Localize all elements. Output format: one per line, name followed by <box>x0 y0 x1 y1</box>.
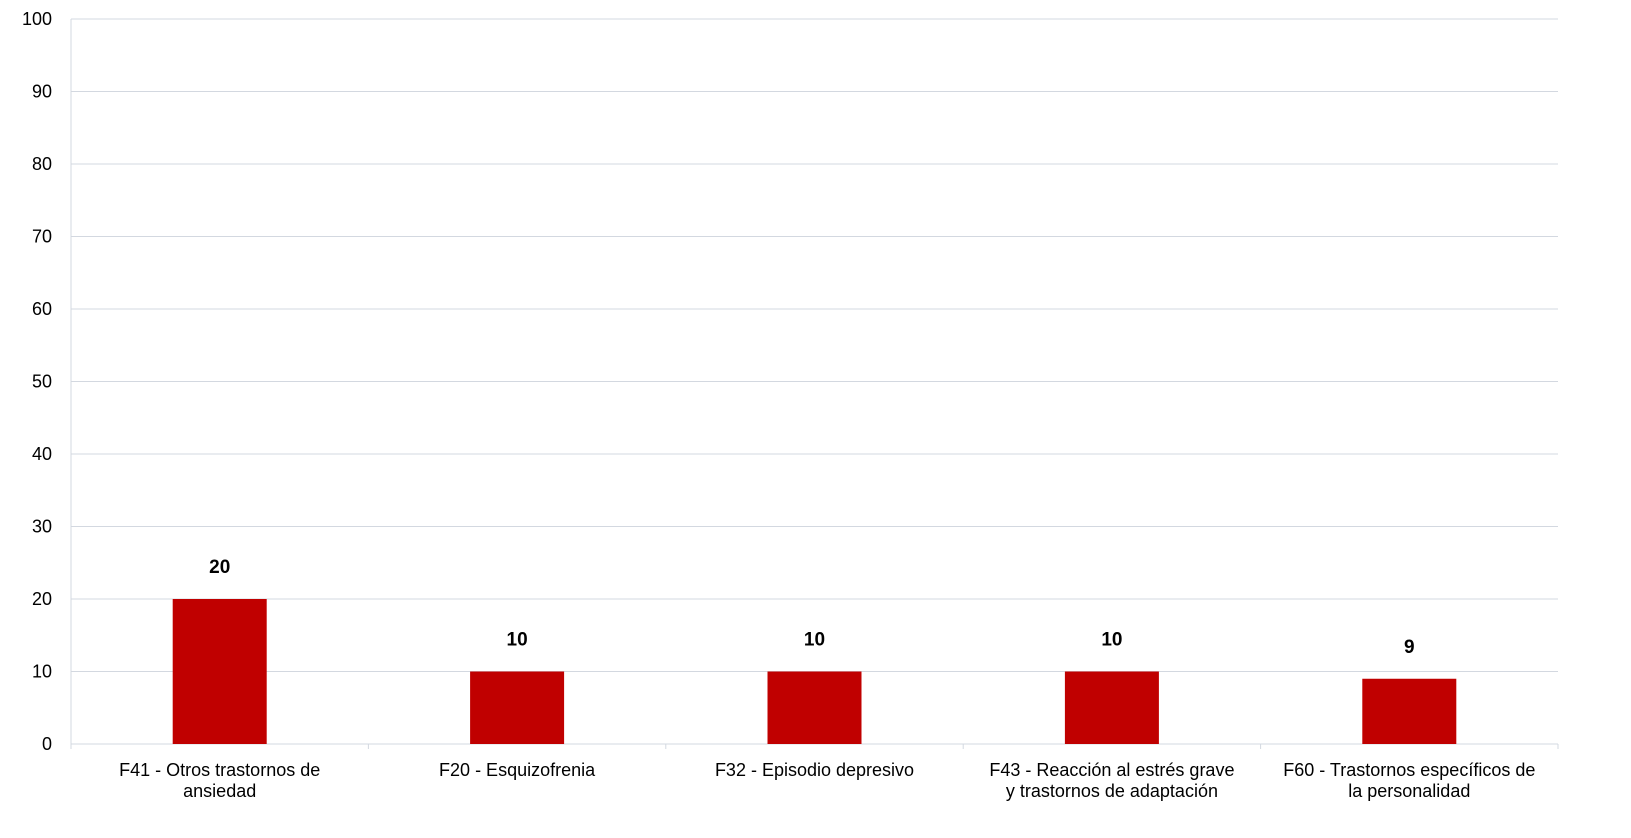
x-axis-category-labels: F41 - Otros trastornos de ansiedad F20 - E… <box>119 760 1535 801</box>
y-tick-label-80: 80 <box>32 154 52 174</box>
bar-2 <box>767 671 862 744</box>
data-label-4: 9 <box>1404 637 1415 658</box>
y-axis-tick-labels: 0 10 20 30 40 50 60 70 80 90 100 <box>22 9 52 754</box>
data-label-2: 10 <box>804 630 825 651</box>
x-category-label-1: F20 - Esquizofrenia <box>439 760 596 780</box>
bar-1 <box>470 671 565 744</box>
x-category-label-line: F43 - Reacción al estrés grave <box>989 760 1234 780</box>
y-tick-label-50: 50 <box>32 372 52 392</box>
y-tick-label-10: 10 <box>32 662 52 682</box>
x-category-label-line: F32 - Episodio depresivo <box>715 760 914 780</box>
y-tick-label-20: 20 <box>32 589 52 609</box>
y-tick-label-40: 40 <box>32 444 52 464</box>
x-category-label-line: F60 - Trastornos específicos de <box>1283 760 1535 780</box>
y-tick-label-90: 90 <box>32 82 52 102</box>
x-category-label-3: F43 - Reacción al estrés grave y trastorn… <box>989 760 1234 801</box>
bar-3 <box>1064 671 1159 744</box>
x-category-label-line: F20 - Esquizofrenia <box>439 760 596 780</box>
y-tick-label-0: 0 <box>42 734 52 754</box>
x-category-label-line: F41 - Otros trastornos de <box>119 760 320 780</box>
y-tick-label-100: 100 <box>22 9 52 29</box>
bar-0 <box>172 599 267 744</box>
x-category-label-line: ansiedad <box>183 781 256 801</box>
y-tick-label-30: 30 <box>32 517 52 537</box>
y-tick-label-60: 60 <box>32 299 52 319</box>
data-labels: 20 10 10 10 9 <box>209 557 1414 658</box>
x-category-label-line: y trastornos de adaptación <box>1006 781 1218 801</box>
data-label-1: 10 <box>507 630 528 651</box>
x-category-label-0: F41 - Otros trastornos de ansiedad <box>119 760 320 801</box>
x-category-label-4: F60 - Trastornos específicos de la person… <box>1283 760 1535 801</box>
x-category-label-2: F32 - Episodio depresivo <box>715 760 914 780</box>
gridlines <box>71 18 1558 672</box>
y-tick-label-70: 70 <box>32 227 52 247</box>
x-category-label-line: la personalidad <box>1348 781 1470 801</box>
data-label-0: 20 <box>209 557 230 578</box>
bars <box>172 599 1457 744</box>
data-label-3: 10 <box>1101 630 1122 651</box>
bar-4 <box>1362 678 1457 744</box>
